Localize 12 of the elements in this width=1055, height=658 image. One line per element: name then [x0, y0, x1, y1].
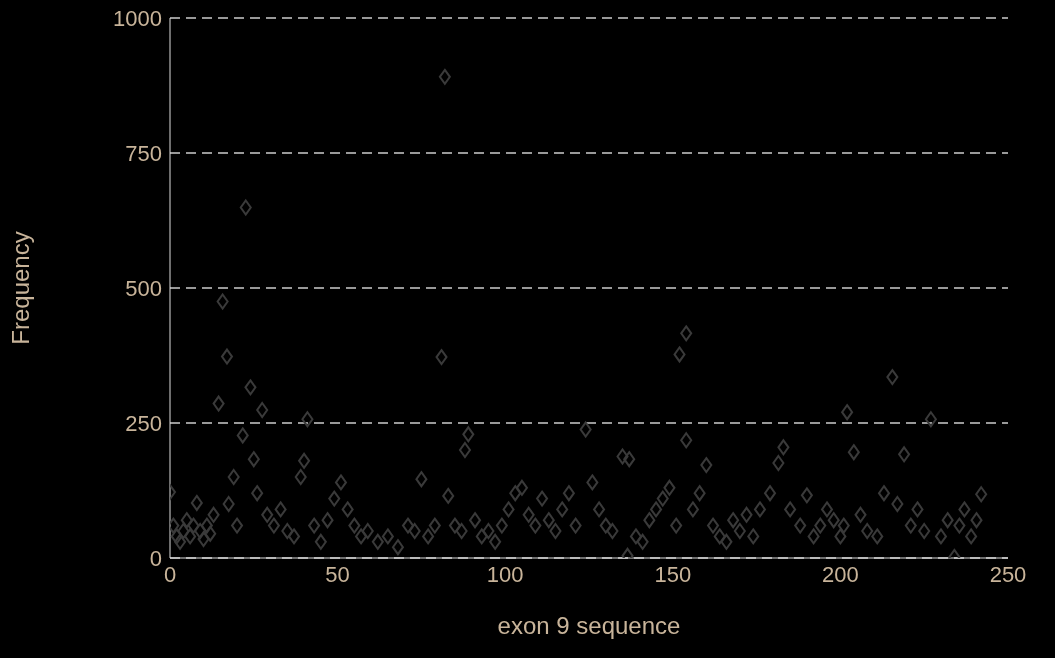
x-tick-label: 250 — [989, 561, 1027, 587]
y-tick-label: 750 — [125, 140, 162, 166]
x-axis-title: exon 9 sequence — [497, 612, 681, 639]
x-tick-label: 200 — [822, 561, 859, 587]
x-tick-label: 150 — [654, 561, 692, 587]
y-tick-label: 0 — [149, 545, 162, 571]
x-tick-label: 100 — [486, 561, 524, 587]
y-tick-label: 500 — [125, 275, 162, 301]
x-tick-label: 50 — [325, 561, 350, 587]
y-tick-label: 1000 — [113, 5, 162, 31]
y-axis-title: Frequency — [6, 231, 34, 345]
y-tick-label: 250 — [125, 410, 162, 436]
